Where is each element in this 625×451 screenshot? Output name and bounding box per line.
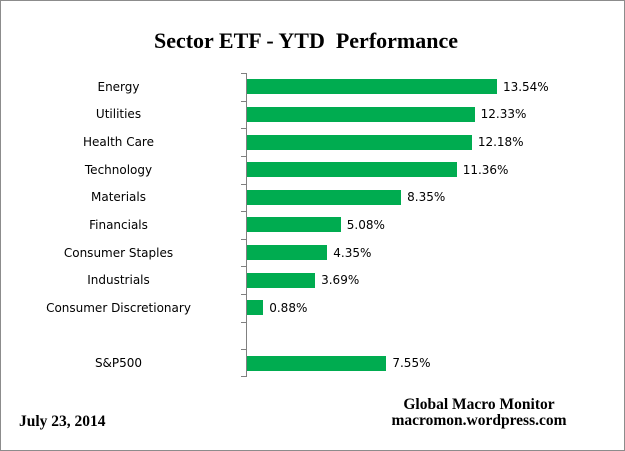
chart-row: Industrials 3.69% <box>1 266 624 294</box>
axis-tick <box>241 156 246 157</box>
bar <box>247 355 387 371</box>
axis-tick <box>241 266 246 267</box>
chart-row: S&P500 7.55% <box>1 349 624 377</box>
bar-rows: Energy 13.54% Utilities 12.33% Health Ca… <box>1 73 624 377</box>
bar <box>247 134 472 150</box>
bar <box>247 245 328 261</box>
category-label: Utilities <box>95 107 142 122</box>
footer-source-url: macromon.wordpress.com <box>391 412 567 429</box>
axis-tick <box>241 239 246 240</box>
chart-row: Energy 13.54% <box>1 73 624 101</box>
category-label: Financials <box>89 217 148 232</box>
bar <box>247 189 402 205</box>
bar <box>247 300 264 316</box>
chart-row: Materials 8.35% <box>1 184 624 212</box>
chart-row: Consumer Staples 4.35% <box>1 239 624 267</box>
bar <box>247 79 497 95</box>
value-label: 11.36% <box>462 162 509 177</box>
category-label: Consumer Staples <box>63 245 174 260</box>
footer-source: Global Macro Monitor macromon.wordpress.… <box>359 397 599 429</box>
category-label: Materials <box>90 190 146 205</box>
footer-source-name: Global Macro Monitor <box>403 396 555 413</box>
value-label: 7.55% <box>392 356 431 371</box>
plot-area: Energy 13.54% Utilities 12.33% Health Ca… <box>1 73 624 378</box>
value-label: 4.35% <box>333 245 372 260</box>
category-axis-line <box>246 73 247 377</box>
value-label: 8.35% <box>407 190 446 205</box>
axis-tick <box>241 376 246 377</box>
axis-tick <box>241 211 246 212</box>
category-label: S&P500 <box>94 356 143 371</box>
chart-row: Financials 5.08% <box>1 211 624 239</box>
value-label: 0.88% <box>269 300 308 315</box>
category-label: Technology <box>84 162 153 177</box>
axis-tick <box>241 294 246 295</box>
footer-date: July 23, 2014 <box>19 413 106 430</box>
bar <box>247 162 457 178</box>
chart-row: Utilities 12.33% <box>1 101 624 129</box>
axis-tick <box>241 101 246 102</box>
bar <box>247 217 341 233</box>
bar <box>247 106 475 122</box>
category-label: Consumer Discretionary <box>46 300 191 315</box>
chart-title: Sector ETF - YTD Performance <box>153 28 459 53</box>
chart-row: Technology 11.36% <box>1 156 624 184</box>
axis-tick <box>241 184 246 185</box>
category-label: Industrials <box>87 273 150 288</box>
chart-row: Health Care 12.18% <box>1 128 624 156</box>
axis-tick <box>241 322 246 323</box>
value-label: 3.69% <box>321 273 360 288</box>
value-label: 5.08% <box>346 217 385 232</box>
value-label: 12.18% <box>477 135 524 150</box>
value-label: 12.33% <box>480 107 527 122</box>
category-label: Energy <box>97 79 140 94</box>
value-label: 13.54% <box>502 79 549 94</box>
category-label: Health Care <box>82 135 154 150</box>
chart-row: Consumer Discretionary 0.88% <box>1 294 624 322</box>
axis-tick <box>241 73 246 74</box>
axis-tick <box>241 128 246 129</box>
chart-row <box>1 322 624 350</box>
bar <box>247 272 316 288</box>
axis-tick <box>241 349 246 350</box>
